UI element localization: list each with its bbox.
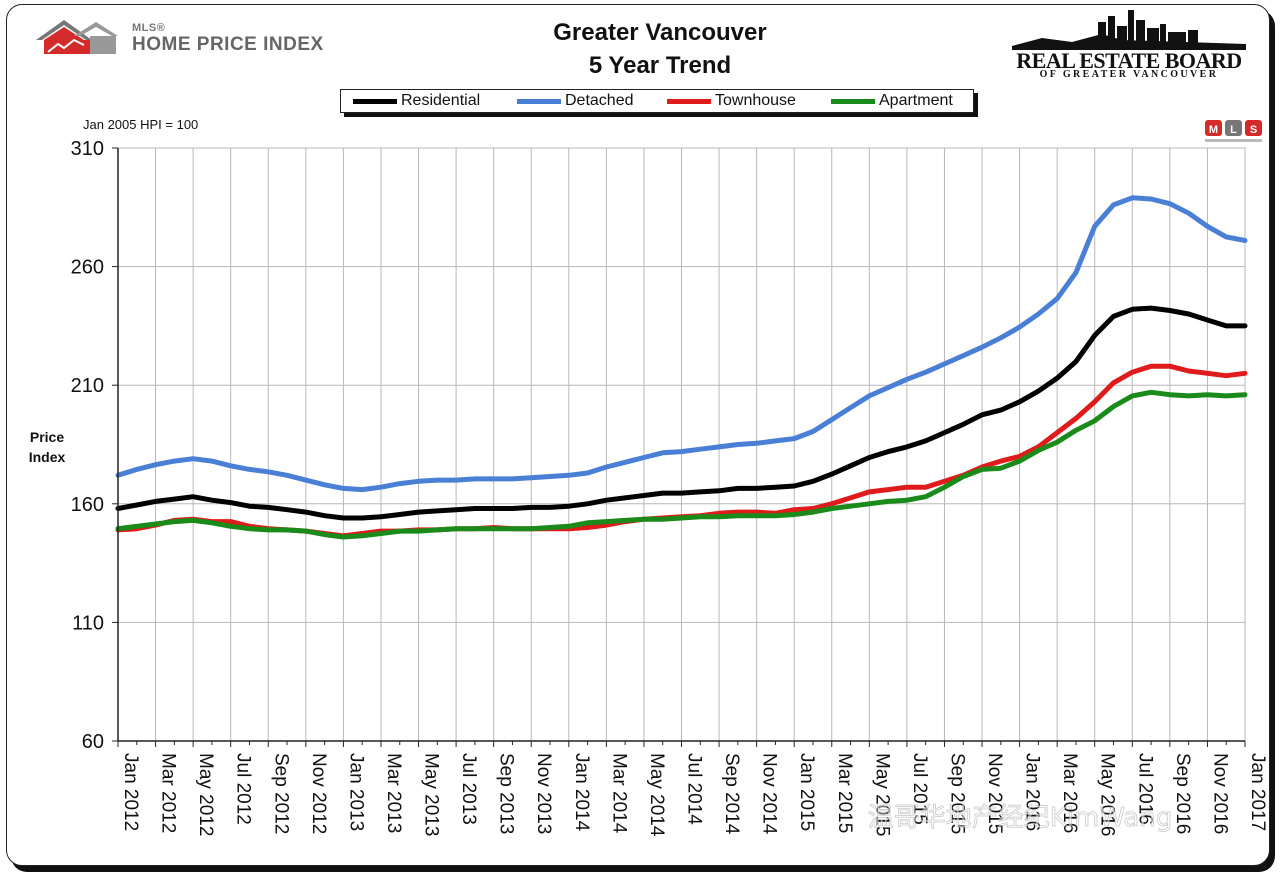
x-tick-label: Jan 2016 xyxy=(1022,753,1043,831)
reb-subtitle: OF GREATER VANCOUVER xyxy=(1039,69,1219,80)
hpi-logo-text: HOME PRICE INDEX xyxy=(132,34,324,55)
legend-label-apartment: Apartment xyxy=(879,92,953,109)
axis-layer: 60 110 160 210 260 310 Jan 2012 Mar 2012 May 201… xyxy=(71,138,1268,837)
x-tick-label: Mar 2012 xyxy=(158,753,179,833)
chart-title-line2: 5 Year Trend xyxy=(588,52,732,79)
x-tick-label: May 2015 xyxy=(871,753,892,836)
chart-title-line1: Greater Vancouver xyxy=(553,19,767,46)
x-tick-label: Sep 2012 xyxy=(270,753,291,834)
chart-legend: Residential Detached Townhouse Apartment xyxy=(340,89,974,113)
x-tick-label: May 2016 xyxy=(1097,753,1118,836)
hpi-logo-small-text: MLS® xyxy=(132,22,166,34)
x-tick-label: Jan 2014 xyxy=(571,753,592,832)
grid-layer xyxy=(117,147,1246,742)
x-tick-label: Sep 2016 xyxy=(1172,753,1193,834)
skyline-icon xyxy=(1012,10,1246,50)
y-tick-label: 260 xyxy=(71,257,104,279)
legend-label-residential: Residential xyxy=(401,92,481,109)
y-tick-label: 110 xyxy=(72,612,104,634)
x-tick-label: Nov 2016 xyxy=(1209,753,1230,834)
y-tick-label: 60 xyxy=(82,731,104,753)
x-tick-label: Sep 2014 xyxy=(721,753,742,835)
x-tick-label: Jul 2014 xyxy=(684,753,705,825)
legend-swatch-apartment xyxy=(831,98,875,104)
y-axis-label: Price Index xyxy=(28,429,66,465)
series-line-detached xyxy=(115,195,1248,493)
x-tick-label: Jan 2015 xyxy=(796,753,817,831)
x-tick-label: May 2012 xyxy=(195,753,216,836)
x-tick-label: Mar 2016 xyxy=(1059,753,1080,833)
y-tick-label: 160 xyxy=(71,494,104,516)
legend-item-detached: Detached xyxy=(517,92,634,110)
mls-badge-l: L xyxy=(1230,124,1237,136)
mls-badge-icon: M L S xyxy=(1205,120,1262,142)
legend-item-residential: Residential xyxy=(353,92,480,110)
y-tick-label: 310 xyxy=(71,138,104,160)
legend-swatch-detached xyxy=(517,98,561,104)
x-tick-label: Nov 2014 xyxy=(759,753,780,835)
x-tick-label: May 2013 xyxy=(421,753,442,836)
series-line-residential xyxy=(115,305,1248,521)
x-tick-label: Mar 2015 xyxy=(834,753,855,833)
x-tick-label: May 2014 xyxy=(646,753,667,837)
x-tick-label: Sep 2013 xyxy=(496,753,517,834)
x-tick-label: Nov 2012 xyxy=(308,753,329,834)
legend-item-apartment: Apartment xyxy=(831,92,953,110)
mls-badge-s: S xyxy=(1250,124,1257,136)
x-tick-label: Nov 2015 xyxy=(984,753,1005,834)
x-tick-label: Nov 2013 xyxy=(533,753,554,834)
hpi-logo: MLS® HOME PRICE INDEX xyxy=(34,18,354,62)
reb-logo: REAL ESTATE BOARD OF GREATER VANCOUVER xyxy=(1012,8,1246,80)
y-tick-label: 210 xyxy=(71,375,104,397)
x-tick-label: Mar 2013 xyxy=(383,753,404,833)
x-tick-label: Jan 2017 xyxy=(1247,753,1268,831)
legend-label-detached: Detached xyxy=(565,92,634,109)
x-tick-label: Jul 2015 xyxy=(909,753,930,825)
house-logo-icon xyxy=(36,20,118,54)
series-layer xyxy=(115,195,1248,540)
x-tick-label: Jul 2013 xyxy=(458,753,479,825)
baseline-note: Jan 2005 HPI = 100 xyxy=(83,117,199,132)
x-tick-label: Jul 2016 xyxy=(1134,753,1155,825)
x-tick-label: Jan 2012 xyxy=(120,753,141,831)
legend-item-townhouse: Townhouse xyxy=(667,92,796,110)
x-tick-label: Sep 2015 xyxy=(946,753,967,834)
series-line-apartment xyxy=(115,389,1248,540)
x-tick-label: Jul 2012 xyxy=(233,753,254,825)
mls-badge-m: M xyxy=(1209,124,1218,136)
legend-label-townhouse: Townhouse xyxy=(715,92,796,109)
x-tick-label: Mar 2014 xyxy=(608,753,629,834)
legend-swatch-residential xyxy=(353,98,397,104)
x-tick-label: Jan 2013 xyxy=(345,753,366,831)
watermark: 温哥华地产经纪KimWang xyxy=(868,803,1173,833)
reb-name: REAL ESTATE BOARD xyxy=(1016,48,1242,73)
legend-swatch-townhouse xyxy=(667,98,711,104)
